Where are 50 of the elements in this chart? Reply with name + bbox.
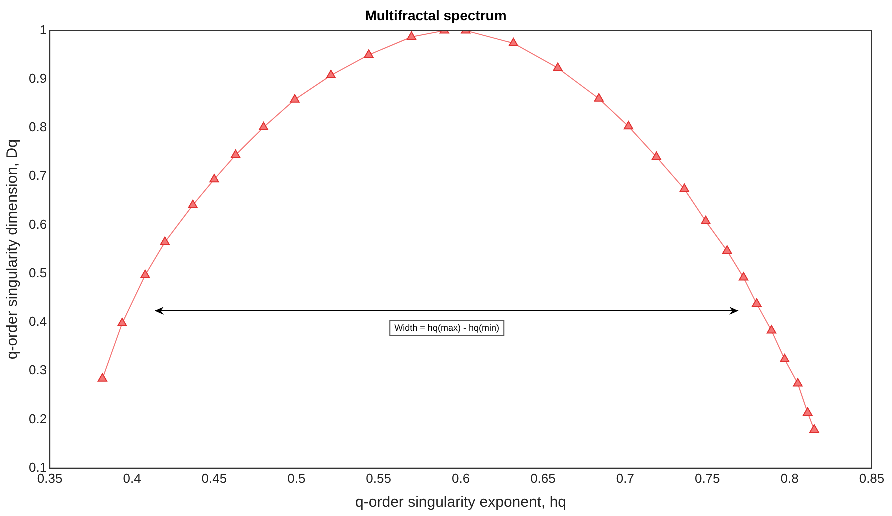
point	[722, 246, 732, 254]
y-tick-label: 0.3	[28, 362, 48, 378]
annotation: Width = hq(max) - hq(min)	[390, 320, 504, 336]
point	[140, 270, 150, 278]
y-tick-label: 0.4	[28, 314, 48, 330]
x-tick-label: 0.45	[202, 470, 228, 486]
x-tick-label: 0.6	[452, 470, 470, 486]
point	[210, 174, 220, 183]
x-tick-label: 0.75	[694, 470, 720, 486]
x-tick-label: 0.8	[780, 470, 799, 486]
point	[701, 216, 711, 224]
point	[624, 121, 634, 130]
point	[118, 318, 128, 327]
y-tick-label: 0.7	[28, 168, 48, 184]
point	[406, 32, 417, 40]
point	[160, 236, 170, 246]
chart-title: Multifractal spectrum	[365, 7, 507, 24]
x-tick-label: 0.55	[366, 470, 392, 486]
point	[680, 184, 690, 192]
point	[553, 62, 563, 72]
point	[508, 38, 518, 46]
point	[652, 152, 662, 160]
point	[188, 200, 198, 208]
y-tick-label: 0.2	[28, 411, 48, 426]
point	[752, 298, 762, 308]
y-tick-label: 0.9	[28, 71, 48, 86]
point	[364, 50, 374, 58]
x-tick-label: 0.85	[859, 470, 885, 486]
x-tick-label: 0.65	[530, 470, 556, 486]
x-tick-label: 0.4	[123, 470, 142, 486]
point	[793, 378, 803, 387]
y-tick-label: 0.6	[28, 216, 48, 232]
point	[258, 122, 269, 131]
y-tick-label: 0.5	[28, 265, 48, 280]
point	[594, 93, 604, 102]
y-tick-label: 0.8	[28, 120, 48, 135]
point	[766, 325, 777, 334]
y-axis-title: q-order singularity dimension, Dq	[4, 140, 22, 360]
point	[810, 424, 820, 433]
point	[738, 272, 749, 281]
point	[326, 70, 336, 79]
x-axis-title: q-order singularity exponent, hq	[356, 494, 567, 512]
point	[803, 407, 813, 416]
y-tick-label: 1	[40, 22, 48, 38]
point	[98, 373, 108, 382]
x-tick-label: 0.7	[616, 470, 634, 486]
x-tick-label: 0.5	[288, 470, 306, 486]
point	[290, 94, 300, 103]
point	[780, 354, 790, 362]
point	[231, 150, 241, 158]
